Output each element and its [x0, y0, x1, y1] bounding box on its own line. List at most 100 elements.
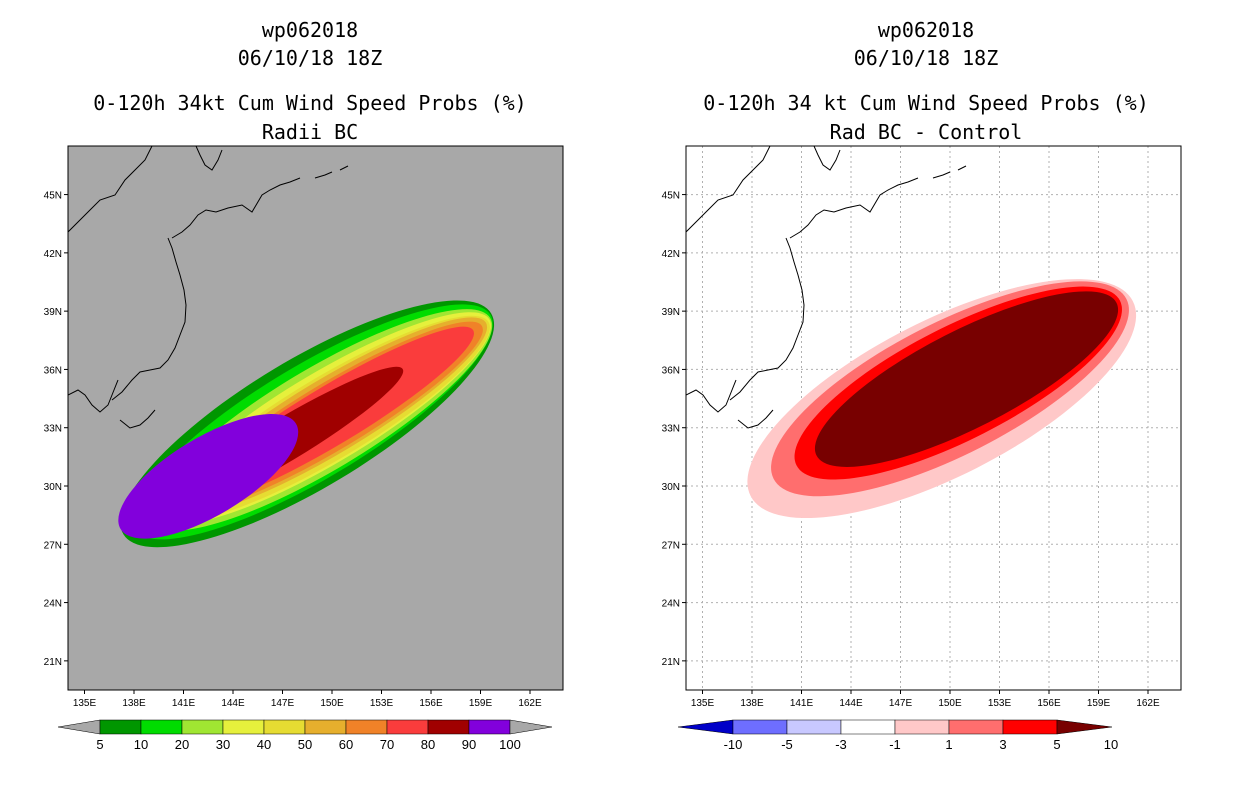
- x-tick-label: 147E: [889, 698, 913, 709]
- colorbar-label: 10: [134, 737, 148, 752]
- contour-10: [814, 291, 1119, 467]
- x-tick-label: 153E: [988, 698, 1012, 709]
- x-tick-label: 159E: [1087, 698, 1111, 709]
- colorbar-segment: [386, 719, 429, 735]
- left-colorbar: 5 10 20 30 40 50 60 70 80 90 100: [57, 719, 553, 752]
- x-tick-label: 156E: [419, 698, 443, 709]
- colorbar-label: 20: [175, 737, 189, 752]
- colorbar-label: 1: [945, 737, 952, 752]
- right-difference-map: 135E 138E 141E 144E 147E 150E 153E 156E 159E 162E…: [662, 145, 1182, 709]
- x-tick-label: 141E: [790, 698, 814, 709]
- coastline-kuriles: [932, 165, 967, 179]
- x-tick-label: 135E: [691, 698, 715, 709]
- x-tick-label: 144E: [221, 698, 245, 709]
- colorbar-segment: [345, 719, 388, 735]
- coastline-asia-mainland: [686, 146, 771, 233]
- colorbar-arrow-right: [1056, 719, 1113, 735]
- colorbar-segment: [840, 719, 896, 735]
- left-title-method: Radii BC: [261, 120, 359, 144]
- right-title-method: Rad BC - Control: [829, 120, 1023, 144]
- coastline-korea: [68, 379, 119, 413]
- y-tick-label: 21N: [44, 657, 62, 668]
- colorbar-label: 60: [339, 737, 353, 752]
- left-title-date: 06/10/18 18Z: [237, 46, 383, 70]
- colorbar-label: -3: [835, 737, 847, 752]
- colorbar-segment: [222, 719, 265, 735]
- contour-90: [118, 413, 299, 539]
- right-title-storm-id: wp062018: [877, 18, 975, 42]
- x-tick-label: 141E: [172, 698, 196, 709]
- y-tick-label: 39N: [44, 307, 62, 318]
- colorbar-segment: [894, 719, 950, 735]
- colorbar-label: 80: [421, 737, 435, 752]
- colorbar-label: 50: [298, 737, 312, 752]
- y-tick-label: 30N: [662, 482, 680, 493]
- colorbar-arrow-left: [677, 719, 734, 735]
- coastline-japan: [729, 177, 919, 429]
- left-probability-map: 135E 138E 141E 144E 147E 150E 153E 156E 159E 162E…: [44, 145, 564, 709]
- y-tick-label: 42N: [662, 249, 680, 260]
- colorbar-segment: [263, 719, 306, 735]
- colorbar-arrow-right: [509, 719, 553, 735]
- x-tick-label: 153E: [370, 698, 394, 709]
- x-tick-label: 162E: [518, 698, 542, 709]
- coastline-asia-mainland: [68, 146, 153, 233]
- y-tick-label: 33N: [662, 424, 680, 435]
- coastline-kuriles: [314, 165, 349, 179]
- colorbar-segment: [181, 719, 224, 735]
- colorbar-segment: [948, 719, 1004, 735]
- coastline-japan: [111, 177, 301, 429]
- y-tick-label: 42N: [44, 249, 62, 260]
- y-tick-label: 45N: [44, 191, 62, 202]
- colorbar-segment: [304, 719, 347, 735]
- y-tick-label: 24N: [662, 599, 680, 610]
- colorbar-segment: [99, 719, 142, 735]
- x-tick-label: 138E: [740, 698, 764, 709]
- y-tick-label: 24N: [44, 599, 62, 610]
- right-title-product: 0-120h 34 kt Cum Wind Speed Probs (%): [703, 91, 1149, 115]
- coastline-sakhalin: [813, 146, 841, 171]
- colorbar-label: 3: [999, 737, 1006, 752]
- colorbar-label: -10: [724, 737, 743, 752]
- right-colorbar: -10 -5 -3 -1 1 3 5 10: [677, 719, 1118, 752]
- right-map-frame: [685, 145, 1182, 691]
- colorbar-label: 90: [462, 737, 476, 752]
- coastline-sakhalin: [195, 146, 223, 171]
- x-tick-label: 147E: [271, 698, 295, 709]
- right-title-date: 06/10/18 18Z: [853, 46, 999, 70]
- coastline-korea: [686, 379, 737, 413]
- colorbar-label: -1: [889, 737, 901, 752]
- x-tick-label: 144E: [839, 698, 863, 709]
- colorbar-label: 30: [216, 737, 230, 752]
- x-tick-label: 150E: [320, 698, 344, 709]
- colorbar-label: 70: [380, 737, 394, 752]
- colorbar-label: 40: [257, 737, 271, 752]
- colorbar-segment: [786, 719, 842, 735]
- colorbar-label: 5: [96, 737, 103, 752]
- left-title-storm-id: wp062018: [261, 18, 359, 42]
- colorbar-segment: [140, 719, 183, 735]
- x-tick-label: 150E: [938, 698, 962, 709]
- y-tick-label: 27N: [662, 540, 680, 551]
- y-tick-label: 36N: [44, 365, 62, 376]
- x-tick-label: 156E: [1037, 698, 1061, 709]
- colorbar-label: -5: [781, 737, 793, 752]
- colorbar-arrow-left: [57, 719, 101, 735]
- x-tick-label: 138E: [122, 698, 146, 709]
- y-tick-label: 30N: [44, 482, 62, 493]
- x-tick-label: 159E: [469, 698, 493, 709]
- y-tick-label: 27N: [44, 540, 62, 551]
- y-tick-label: 36N: [662, 365, 680, 376]
- colorbar-label: 10: [1104, 737, 1118, 752]
- y-tick-label: 33N: [44, 424, 62, 435]
- y-tick-label: 45N: [662, 191, 680, 202]
- left-title-product: 0-120h 34kt Cum Wind Speed Probs (%): [93, 91, 527, 115]
- y-tick-label: 39N: [662, 307, 680, 318]
- colorbar-label: 5: [1053, 737, 1060, 752]
- left-map-frame: [67, 145, 564, 691]
- x-tick-label: 162E: [1136, 698, 1160, 709]
- x-tick-label: 135E: [73, 698, 97, 709]
- colorbar-segment: [1002, 719, 1058, 735]
- colorbar-segment: [427, 719, 470, 735]
- colorbar-segment: [468, 719, 511, 735]
